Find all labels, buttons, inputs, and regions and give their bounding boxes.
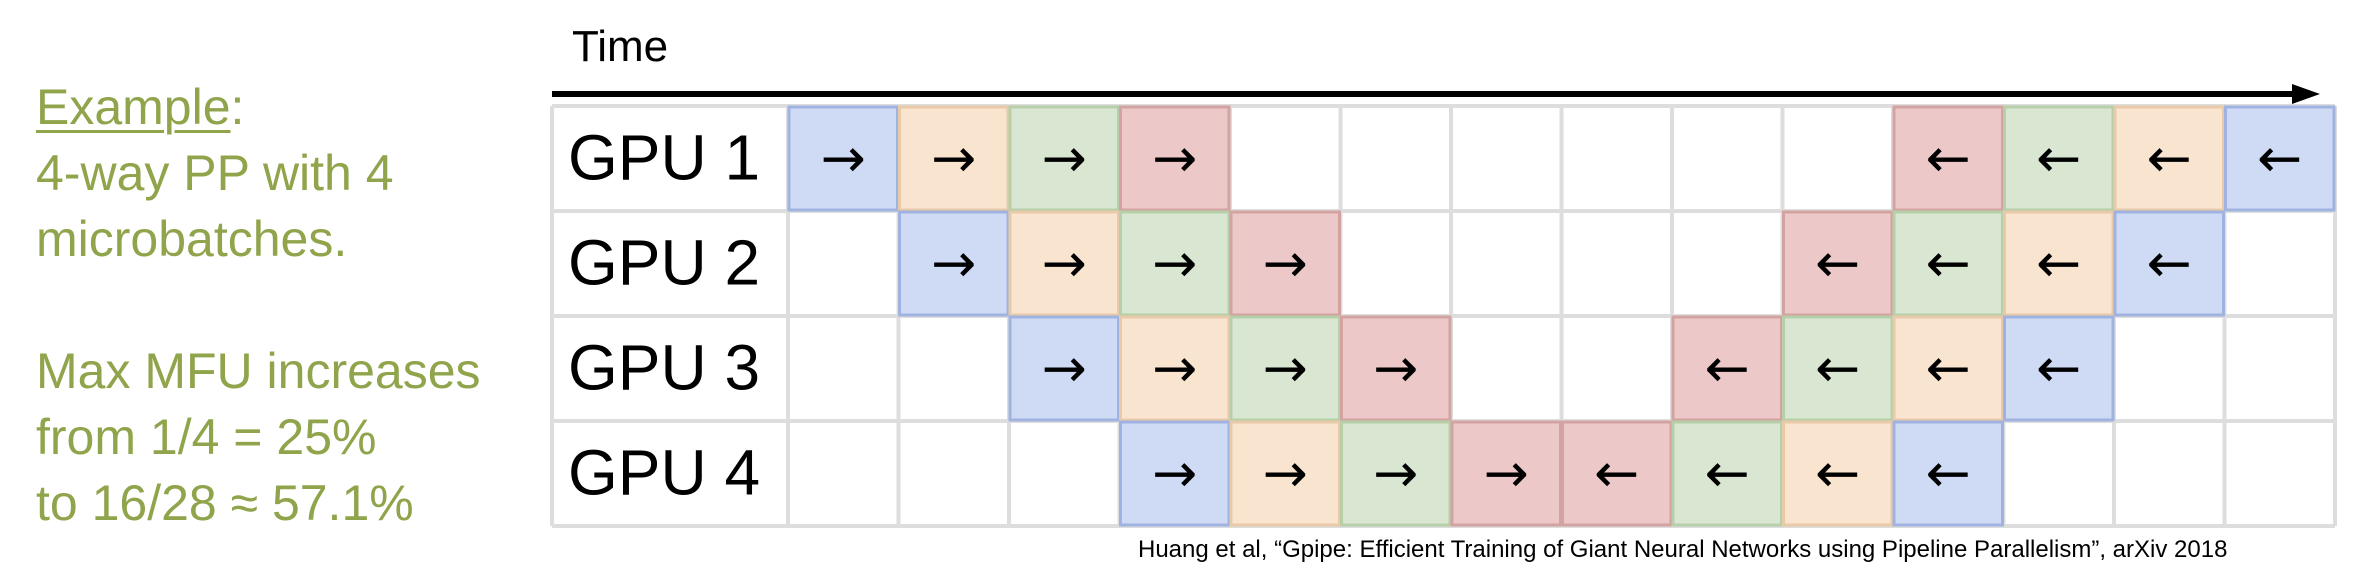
backward-red-cell: ← [1892,105,2004,212]
description-line-2: 4-way PP with 4 [36,145,394,201]
description-text: Example: 4-way PP with 4 microbatches. M… [36,74,536,536]
backward-red-cell: ← [1671,315,1783,422]
backward-arrow-icon: ← [2147,232,2192,295]
forward-arrow-icon: → [1152,442,1197,505]
backward-orange-cell: ← [1782,420,1894,527]
forward-red-cell: → [1229,210,1341,317]
forward-blue-cell: → [1119,420,1231,527]
backward-arrow-icon: ← [2036,337,2081,400]
gpu-label: GPU 2 [568,227,760,299]
forward-arrow-icon: → [1263,442,1308,505]
forward-red-cell: → [1450,420,1562,527]
forward-orange-cell: → [1008,210,1120,317]
backward-arrow-icon: ← [1705,337,1750,400]
forward-green-cell: → [1008,105,1120,212]
gpu-label: GPU 4 [568,437,760,509]
mfu-line-3: to 16/28 ≈ 57.1% [36,475,414,531]
forward-arrow-icon: → [1373,442,1418,505]
forward-arrow-icon: → [1042,337,1087,400]
forward-orange-cell: → [1119,315,1231,422]
forward-green-cell: → [1229,315,1341,422]
backward-arrow-icon: ← [1926,337,1971,400]
forward-arrow-icon: → [1152,127,1197,190]
example-colon: : [230,79,245,135]
forward-arrow-icon: → [1263,337,1308,400]
backward-green-cell: ← [2003,105,2115,212]
backward-arrow-icon: ← [1926,442,1971,505]
forward-green-cell: → [1340,420,1452,527]
backward-arrow-icon: ← [1705,442,1750,505]
forward-arrow-icon: → [1263,232,1308,295]
forward-red-cell: → [1119,105,1231,212]
forward-arrow-icon: → [931,127,976,190]
backward-blue-cell: ← [2003,315,2115,422]
backward-orange-cell: ← [2003,210,2115,317]
backward-arrow-icon: ← [1815,337,1860,400]
backward-arrow-icon: ← [2147,127,2192,190]
backward-blue-cell: ← [2113,210,2225,317]
backward-arrow-icon: ← [1926,127,1971,190]
backward-orange-cell: ← [1892,315,2004,422]
forward-blue-cell: → [1008,315,1120,422]
time-label: Time [572,22,669,71]
forward-arrow-icon: → [1042,232,1087,295]
mfu-line-1: Max MFU increases [36,343,481,399]
backward-red-cell: ← [1561,420,1673,527]
forward-arrow-icon: → [1152,232,1197,295]
gpu-label: GPU 1 [568,122,760,194]
example-label: Example [36,79,231,135]
forward-blue-cell: → [898,210,1010,317]
gpu-label: GPU 3 [568,332,760,404]
forward-green-cell: → [1119,210,1231,317]
forward-orange-cell: → [898,105,1010,212]
forward-arrow-icon: → [1373,337,1418,400]
forward-arrow-icon: → [1152,337,1197,400]
backward-green-cell: ← [1782,315,1894,422]
forward-arrow-icon: → [1484,442,1529,505]
backward-red-cell: ← [1782,210,1894,317]
description-line-3: microbatches. [36,211,348,267]
backward-green-cell: ← [1671,420,1783,527]
forward-arrow-icon: → [931,232,976,295]
backward-arrow-icon: ← [2036,232,2081,295]
forward-arrow-icon: → [1042,127,1087,190]
backward-arrow-icon: ← [1926,232,1971,295]
backward-blue-cell: ← [2224,105,2336,212]
forward-arrow-icon: → [821,127,866,190]
time-axis-arrow [552,84,2320,104]
backward-arrow-icon: ← [1815,442,1860,505]
backward-blue-cell: ← [1892,420,2004,527]
citation: Huang et al, “Gpipe: Efficient Training … [1138,536,2228,563]
backward-arrow-icon: ← [1815,232,1860,295]
forward-red-cell: → [1340,315,1452,422]
backward-arrow-icon: ← [1594,442,1639,505]
backward-orange-cell: ← [2113,105,2225,212]
forward-orange-cell: → [1229,420,1341,527]
forward-blue-cell: → [787,105,899,212]
backward-arrow-icon: ← [2257,127,2302,190]
mfu-line-2: from 1/4 = 25% [36,409,377,465]
backward-green-cell: ← [1892,210,2004,317]
backward-arrow-icon: ← [2036,127,2081,190]
